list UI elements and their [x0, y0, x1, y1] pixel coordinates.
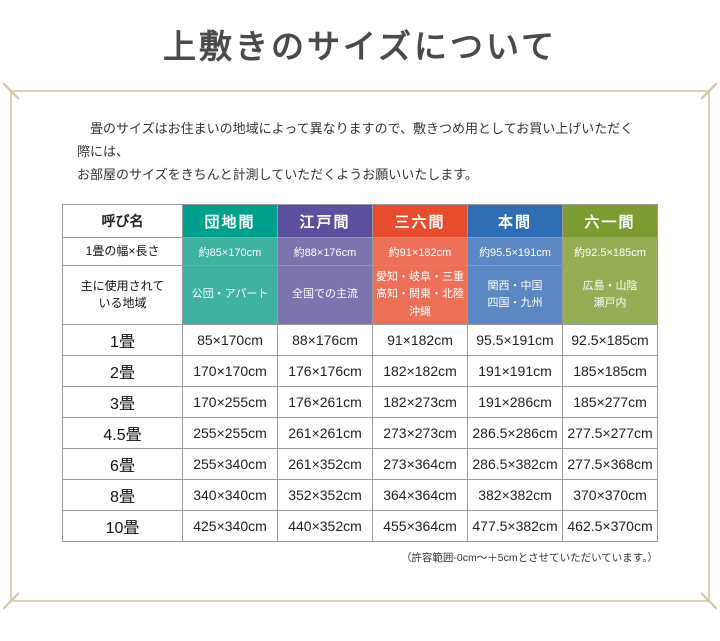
mat-width-row: 1畳の幅×長さ 約85×170cm 約88×176cm 約91×182cm 約9… [62, 237, 658, 267]
column-header-saburokuma: 三六間 [372, 204, 468, 239]
size-cell: 182×182cm [372, 355, 468, 388]
region-cell: 全国での主流 [277, 265, 373, 326]
size-cell: 352×352cm [277, 479, 373, 512]
width-cell: 約92.5×185cm [562, 237, 658, 267]
tolerance-note: （許容範囲-0cm〜＋5cmとさせていただいています。） [400, 552, 658, 565]
region-cell: 愛知・岐阜・三重 高知・関東・北陸 沖縄 [372, 265, 468, 326]
size-row-label: 3畳 [62, 386, 183, 419]
size-cell: 91×182cm [372, 324, 468, 357]
size-cell: 370×370cm [562, 479, 658, 512]
width-cell: 約95.5×191cm [467, 237, 563, 267]
size-cell: 477.5×382cm [467, 510, 563, 543]
size-cell: 286.5×286cm [467, 417, 563, 450]
size-cell: 440×352cm [277, 510, 373, 543]
size-cell: 273×273cm [372, 417, 468, 450]
region-cell: 公団・アパート [182, 265, 278, 326]
size-row-label: 1畳 [62, 324, 183, 357]
size-row-6jo: 6畳 255×340cm 261×352cm 273×364cm 286.5×3… [62, 448, 658, 481]
decorative-frame: 畳のサイズはお住まいの地域によって異なりますので、敷きつめ用としてお買い上げいた… [2, 82, 718, 610]
size-cell: 340×340cm [182, 479, 278, 512]
size-row-1jo: 1畳 85×170cm 88×176cm 91×182cm 95.5×191cm… [62, 324, 658, 357]
size-cell: 182×273cm [372, 386, 468, 419]
size-cell: 85×170cm [182, 324, 278, 357]
region-row-label: 主に使用されて いる地域 [62, 265, 183, 326]
size-table: 呼び名 団地間 江戸間 三六間 本間 六一間 1畳の幅×長さ 約85×170cm… [62, 204, 658, 543]
size-row-8jo: 8畳 340×340cm 352×352cm 364×364cm 382×382… [62, 479, 658, 512]
size-cell: 382×382cm [467, 479, 563, 512]
size-cell: 191×191cm [467, 355, 563, 388]
size-cell: 176×261cm [277, 386, 373, 419]
size-cell: 176×176cm [277, 355, 373, 388]
size-cell: 364×364cm [372, 479, 468, 512]
size-cell: 170×255cm [182, 386, 278, 419]
page-title: 上敷きのサイズについて [162, 27, 558, 66]
column-header-honma: 本間 [467, 204, 563, 239]
frame-corner-decoration [700, 592, 718, 610]
size-row-3jo: 3畳 170×255cm 176×261cm 182×273cm 191×286… [62, 386, 658, 419]
size-cell: 286.5×382cm [467, 448, 563, 481]
size-cell: 88×176cm [277, 324, 373, 357]
size-cell: 261×352cm [277, 448, 373, 481]
region-cell: 広島・山陰 瀬戸内 [562, 265, 658, 326]
width-cell: 約88×176cm [277, 237, 373, 267]
size-cell: 255×340cm [182, 448, 278, 481]
size-row-2jo: 2畳 170×170cm 176×176cm 182×182cm 191×191… [62, 355, 658, 388]
size-row-label: 8畳 [62, 479, 183, 512]
size-cell: 273×364cm [372, 448, 468, 481]
frame-corner-decoration [700, 82, 718, 100]
column-header-rokuichima: 六一間 [562, 204, 658, 239]
name-header: 呼び名 [62, 204, 183, 239]
region-cell: 関西・中国 四国・九州 [467, 265, 563, 326]
size-row-label: 2畳 [62, 355, 183, 388]
size-cell: 455×364cm [372, 510, 468, 543]
column-header-danchima: 団地間 [182, 204, 278, 239]
size-cell: 185×185cm [562, 355, 658, 388]
intro-text: 畳のサイズはお住まいの地域によって異なりますので、敷きつめ用としてお買い上げいた… [77, 121, 634, 182]
frame-corner-decoration [2, 82, 20, 100]
size-row-4-5jo: 4.5畳 255×255cm 261×261cm 273×273cm 286.5… [62, 417, 658, 450]
size-cell: 170×170cm [182, 355, 278, 388]
size-row-label: 4.5畳 [62, 417, 183, 450]
column-header-edoma: 江戸間 [277, 204, 373, 239]
width-cell: 約85×170cm [182, 237, 278, 267]
region-row: 主に使用されて いる地域 公団・アパート 全国での主流 愛知・岐阜・三重 高知・… [62, 265, 658, 326]
size-cell: 261×261cm [277, 417, 373, 450]
size-row-10jo: 10畳 425×340cm 440×352cm 455×364cm 477.5×… [62, 510, 658, 543]
size-cell: 462.5×370cm [562, 510, 658, 543]
size-cell: 425×340cm [182, 510, 278, 543]
size-cell: 277.5×277cm [562, 417, 658, 450]
size-cell: 185×277cm [562, 386, 658, 419]
size-cell: 255×255cm [182, 417, 278, 450]
width-row-label: 1畳の幅×長さ [62, 237, 183, 267]
table-header-row: 呼び名 団地間 江戸間 三六間 本間 六一間 [62, 204, 658, 239]
size-cell: 277.5×368cm [562, 448, 658, 481]
size-row-label: 6畳 [62, 448, 183, 481]
size-cell: 92.5×185cm [562, 324, 658, 357]
frame-corner-decoration [2, 592, 20, 610]
size-cell: 191×286cm [467, 386, 563, 419]
width-cell: 約91×182cm [372, 237, 468, 267]
size-row-label: 10畳 [62, 510, 183, 543]
size-cell: 95.5×191cm [467, 324, 563, 357]
